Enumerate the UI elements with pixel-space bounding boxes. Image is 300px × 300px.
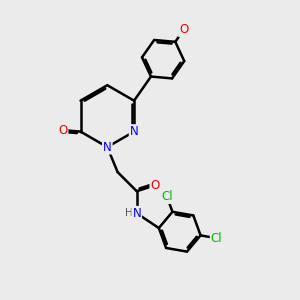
Text: Cl: Cl [161,190,173,203]
Text: N: N [130,125,139,138]
Text: H: H [124,208,132,218]
Text: N: N [103,141,112,154]
Text: N: N [132,207,141,220]
Text: O: O [58,124,68,136]
Text: O: O [179,23,188,36]
Text: Cl: Cl [211,232,222,245]
Text: O: O [150,179,160,192]
